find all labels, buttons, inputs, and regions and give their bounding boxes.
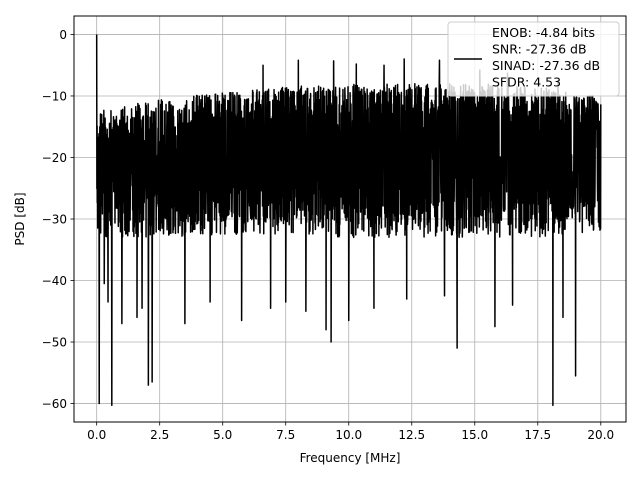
y-tick-label: −10 xyxy=(42,89,67,103)
x-tick-label: 20.0 xyxy=(587,428,614,442)
y-tick-label: −60 xyxy=(42,397,67,411)
y-tick-label: −30 xyxy=(42,213,67,227)
y-tick-label: −20 xyxy=(42,151,67,165)
legend: ENOB: -4.84 bits SNR: -27.36 dB SINAD: -… xyxy=(447,21,620,97)
y-tick-label: −40 xyxy=(42,274,67,288)
legend-entry-sfdr: SFDR: 4.53 xyxy=(492,75,561,90)
legend-box xyxy=(447,21,620,97)
x-axis-ticks: 0.0 2.5 5.0 7.5 10.0 12.5 15.0 17.5 20.0 xyxy=(87,422,614,442)
x-tick-label: 10.0 xyxy=(335,428,362,442)
x-tick-label: 17.5 xyxy=(524,428,551,442)
legend-entry-enob: ENOB: -4.84 bits xyxy=(492,25,595,40)
psd-series-line xyxy=(95,34,602,407)
y-axis-ticks: 0 −10 −20 −30 −40 −50 −60 xyxy=(42,28,74,411)
x-tick-label: 7.5 xyxy=(276,428,295,442)
legend-entry-snr: SNR: -27.36 dB xyxy=(492,42,587,57)
y-tick-label: 0 xyxy=(59,28,67,42)
x-tick-label: 2.5 xyxy=(150,428,169,442)
x-tick-label: 12.5 xyxy=(398,428,425,442)
x-tick-label: 15.0 xyxy=(461,428,488,442)
y-axis-label: PSD [dB] xyxy=(13,192,27,245)
y-tick-label: −50 xyxy=(42,336,67,350)
x-axis-label: Frequency [MHz] xyxy=(300,451,401,465)
x-tick-label: 5.0 xyxy=(213,428,232,442)
legend-entry-sinad: SINAD: -27.36 dB xyxy=(492,58,600,73)
x-tick-label: 0.0 xyxy=(87,428,106,442)
plot-area xyxy=(95,34,602,407)
